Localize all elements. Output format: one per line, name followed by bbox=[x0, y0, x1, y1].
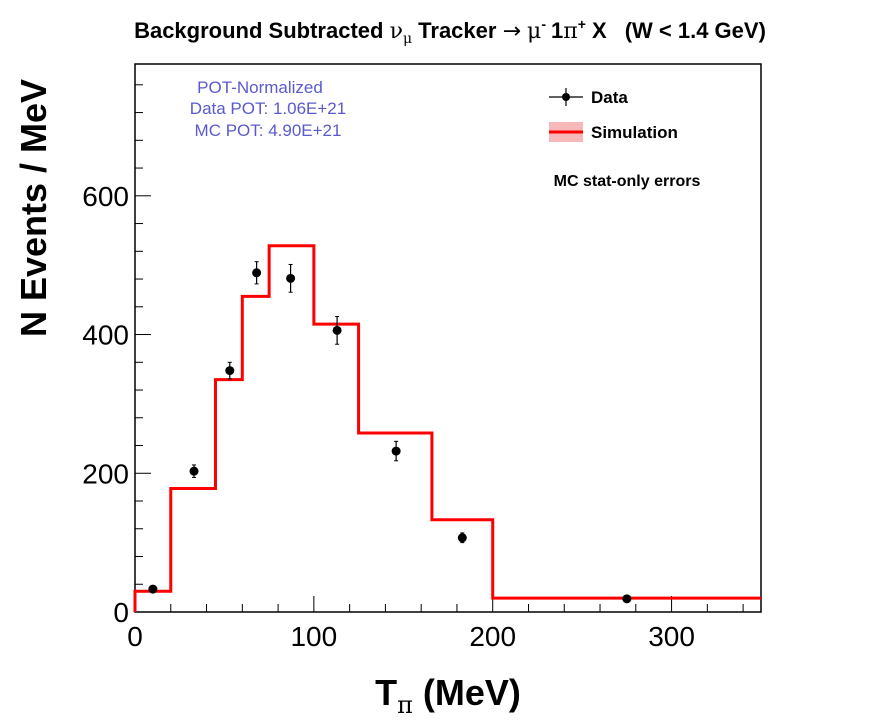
data-pot-label: Data POT: 1.06E+21 bbox=[190, 99, 346, 118]
x-axis-title: Tπ (MeV) bbox=[375, 672, 521, 719]
y-tick-label: 400 bbox=[82, 320, 129, 351]
data-point bbox=[189, 464, 199, 478]
data-marker bbox=[225, 366, 235, 376]
data-point bbox=[225, 361, 235, 380]
data-point bbox=[286, 263, 296, 293]
y-tick-label: 200 bbox=[82, 458, 129, 489]
simulation-histogram bbox=[133, 244, 761, 612]
data-point bbox=[332, 315, 342, 345]
mc-pot-label: MC POT: 4.90E+21 bbox=[195, 121, 342, 140]
data-marker bbox=[252, 268, 262, 278]
y-axis-title: N Events / MeV bbox=[13, 79, 54, 337]
data-point bbox=[457, 532, 467, 544]
data-point bbox=[148, 584, 158, 594]
y-tick-label: 600 bbox=[82, 181, 129, 212]
data-marker bbox=[457, 533, 467, 543]
data-point bbox=[622, 594, 632, 604]
legend-data-label: Data bbox=[591, 88, 628, 107]
data-marker bbox=[286, 273, 296, 283]
y-tick-label: 0 bbox=[113, 597, 129, 628]
axis-ticks bbox=[134, 84, 744, 613]
data-layer bbox=[148, 261, 632, 604]
legend: Data Simulation bbox=[549, 88, 678, 142]
legend-data-marker bbox=[562, 93, 570, 101]
chart-title: Background Subtracted νμ Tracker → μ- 1π+ … bbox=[134, 16, 766, 47]
data-marker bbox=[332, 325, 342, 335]
pot-normalized-label: POT-Normalized bbox=[197, 78, 323, 97]
data-point bbox=[391, 440, 401, 462]
data-marker bbox=[148, 584, 158, 594]
x-tick-label: 300 bbox=[648, 621, 695, 652]
data-point bbox=[252, 261, 262, 285]
x-tick-label: 200 bbox=[469, 621, 516, 652]
data-marker bbox=[189, 466, 199, 476]
x-tick-label: 0 bbox=[127, 621, 143, 652]
legend-sim-label: Simulation bbox=[591, 123, 678, 142]
plot-frame bbox=[134, 63, 762, 613]
axis-tick-labels: 0 100 200 300 0 200 400 600 bbox=[82, 181, 695, 652]
simulation-layer bbox=[133, 244, 761, 612]
data-marker bbox=[622, 594, 632, 604]
x-tick-label: 100 bbox=[290, 621, 337, 652]
mc-stat-note: MC stat-only errors bbox=[554, 173, 701, 190]
data-marker bbox=[391, 446, 401, 456]
